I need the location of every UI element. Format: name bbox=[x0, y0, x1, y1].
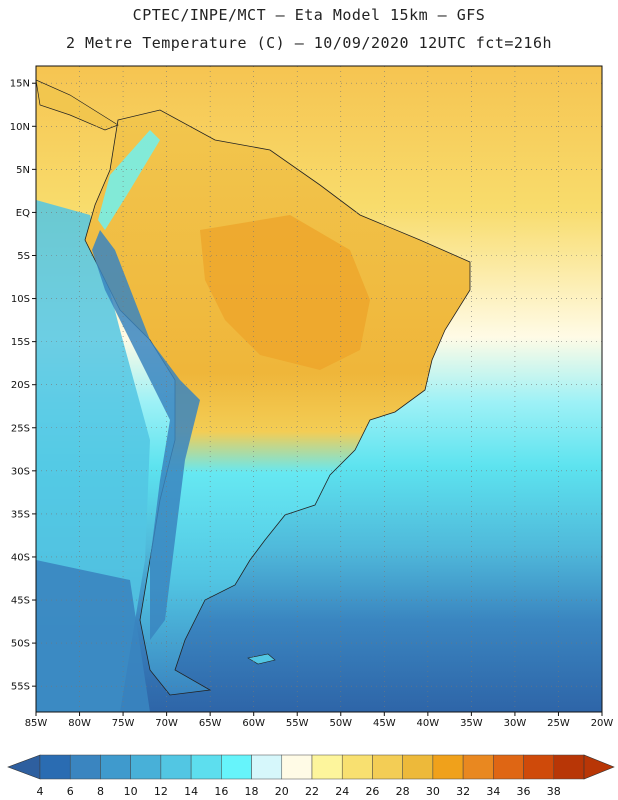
northern-andes-strip bbox=[98, 130, 160, 230]
colorbar-label: 12 bbox=[154, 785, 168, 798]
colorbar-label: 32 bbox=[456, 785, 470, 798]
colorbar-label: 36 bbox=[517, 785, 531, 798]
colorbar-swatch bbox=[493, 754, 524, 780]
lat-label: EQ bbox=[16, 208, 30, 219]
colorbar-label: 22 bbox=[305, 785, 319, 798]
central-america-landmass bbox=[36, 79, 119, 131]
colorbar-label: 6 bbox=[67, 785, 74, 798]
lat-label: 25S bbox=[11, 423, 30, 434]
hot-interior-region bbox=[200, 215, 370, 370]
colorbar-swatch bbox=[432, 754, 464, 780]
colorbar-swatch bbox=[100, 754, 131, 780]
lon-label: 20W bbox=[591, 718, 614, 729]
colorbar-label: 38 bbox=[547, 785, 561, 798]
longitude-axis: 85W 80W 75W 70W 65W 60W 55W 50W 45W 40W 35W 30W 25W 2… bbox=[25, 712, 614, 729]
lat-label: 20S bbox=[11, 380, 30, 391]
colorbar-swatch bbox=[281, 754, 313, 780]
colorbar-swatch bbox=[523, 754, 555, 780]
lon-label: 70W bbox=[155, 718, 178, 729]
colorbar-label: 28 bbox=[396, 785, 410, 798]
lat-label: 15S bbox=[11, 337, 30, 348]
lon-label: 25W bbox=[547, 718, 570, 729]
colorbar-swatch bbox=[311, 754, 343, 780]
lon-label: 80W bbox=[68, 718, 91, 729]
lat-label: 10N bbox=[10, 122, 30, 133]
colorbar-swatch bbox=[160, 754, 192, 780]
andes-cold-strip bbox=[92, 230, 200, 640]
colorbar-swatch bbox=[190, 754, 222, 780]
colorbar-swatch bbox=[221, 754, 252, 780]
colorbar-swatch bbox=[39, 754, 71, 780]
lat-label: 50S bbox=[11, 639, 30, 650]
colorbar-swatch bbox=[462, 754, 494, 780]
temperature-colorbar: 4 6 8 10 12 14 16 18 20 22 24 26 28 30 32 34 36 38 bbox=[7, 754, 615, 798]
map-frame bbox=[35, 65, 603, 713]
lat-label: 10S bbox=[11, 294, 30, 305]
lon-label: 55W bbox=[286, 718, 309, 729]
colorbar-label: 16 bbox=[214, 785, 228, 798]
lat-label: 5S bbox=[17, 251, 30, 262]
lat-label: 35S bbox=[11, 509, 30, 520]
colorbar-swatch bbox=[69, 754, 101, 780]
colorbar-label: 24 bbox=[335, 785, 349, 798]
colorbar-label: 4 bbox=[37, 785, 44, 798]
colorbar-label: 30 bbox=[426, 785, 440, 798]
colorbar-swatch bbox=[130, 754, 162, 780]
lon-label: 65W bbox=[199, 718, 222, 729]
colorbar-label: 26 bbox=[365, 785, 379, 798]
lon-label: 60W bbox=[242, 718, 265, 729]
colorbar-label: 34 bbox=[486, 785, 500, 798]
colorbar-label: 8 bbox=[97, 785, 104, 798]
falkland-islands bbox=[247, 653, 276, 665]
lat-label: 40S bbox=[11, 552, 30, 563]
lon-label: 75W bbox=[112, 718, 135, 729]
map-title-line1: CPTEC/INPE/MCT – Eta Model 15km – GFS bbox=[132, 6, 486, 24]
colorbar-swatch bbox=[341, 754, 373, 780]
colorbar-swatch bbox=[553, 754, 585, 780]
colorbar-low-arrow bbox=[7, 754, 41, 780]
colorbar-label: 14 bbox=[184, 785, 198, 798]
colorbar-swatch bbox=[251, 754, 283, 780]
lat-label: 15N bbox=[10, 79, 30, 90]
lat-label: 5N bbox=[16, 165, 30, 176]
lon-label: 85W bbox=[25, 718, 48, 729]
lat-label: 45S bbox=[11, 596, 30, 607]
lat-label: 30S bbox=[11, 466, 30, 477]
colorbar-label: 20 bbox=[275, 785, 289, 798]
colorbar-label: 10 bbox=[124, 785, 138, 798]
map-title-line2: 2 Metre Temperature (C) – 10/09/2020 12U… bbox=[65, 34, 553, 52]
colorbar-high-arrow bbox=[583, 754, 615, 780]
lon-label: 50W bbox=[329, 718, 352, 729]
pacific-cold-region bbox=[36, 560, 150, 712]
lon-label: 30W bbox=[504, 718, 527, 729]
lon-label: 40W bbox=[417, 718, 440, 729]
colorbar-swatch bbox=[372, 754, 403, 780]
colorbar-swatch bbox=[402, 754, 434, 780]
latitude-axis: 15N 10N 5N EQ 5S 10S 15S 20S 25S 30S 35S 40S 45S 50S 5… bbox=[10, 79, 36, 693]
lon-label: 35W bbox=[460, 718, 483, 729]
lon-label: 45W bbox=[373, 718, 396, 729]
colorbar-label: 18 bbox=[245, 785, 259, 798]
lat-label: 55S bbox=[11, 682, 30, 693]
